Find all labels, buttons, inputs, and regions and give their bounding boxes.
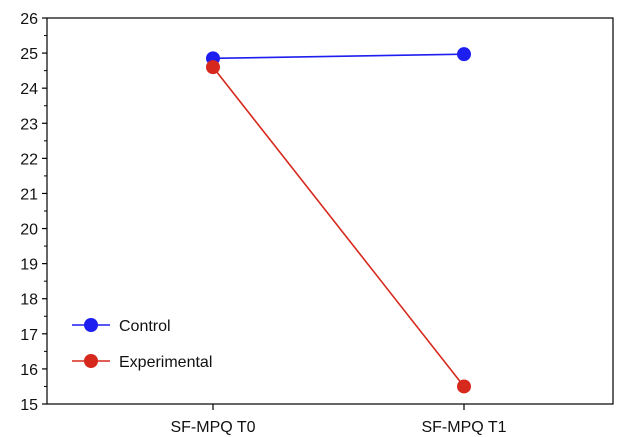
x-axis: SF-MPQ T0 SF-MPQ T1: [170, 404, 507, 436]
legend-label: Control: [119, 318, 171, 335]
y-axis: 15 16 17 18 19 20 21 22 23 24 25 26: [20, 11, 47, 414]
y-tick-label: 23: [20, 116, 38, 133]
data-point: [206, 60, 220, 75]
series-line: [212, 53, 465, 60]
y-tick-label: 25: [20, 46, 38, 63]
legend-item: Experimental: [72, 354, 212, 371]
y-tick-label: 16: [20, 362, 38, 379]
legend-item: Control: [72, 318, 171, 335]
series-layer: [206, 47, 471, 394]
y-tick-label: 21: [20, 186, 38, 203]
plot-frame: [46, 17, 614, 405]
data-point: [457, 47, 471, 62]
plot-area: [46, 17, 614, 405]
legend: Control Experimental: [72, 318, 212, 371]
x-tick-label: SF-MPQ T0: [170, 419, 255, 436]
series-line: [212, 66, 465, 387]
y-tick-label: 18: [20, 292, 38, 309]
legend-marker: [84, 318, 98, 332]
y-tick-label: 17: [20, 327, 38, 344]
y-tick-label: 15: [20, 397, 38, 414]
legend-label: Experimental: [119, 354, 212, 371]
y-tick-label: 26: [20, 11, 38, 28]
data-point: [457, 379, 471, 394]
x-tick-label: SF-MPQ T1: [421, 419, 506, 436]
y-tick-label: 24: [20, 81, 38, 98]
series-experimental: [206, 60, 471, 394]
y-tick-label: 22: [20, 151, 38, 168]
legend-marker: [84, 354, 98, 368]
y-tick-label: 19: [20, 257, 38, 274]
y-tick-label: 20: [20, 222, 38, 239]
